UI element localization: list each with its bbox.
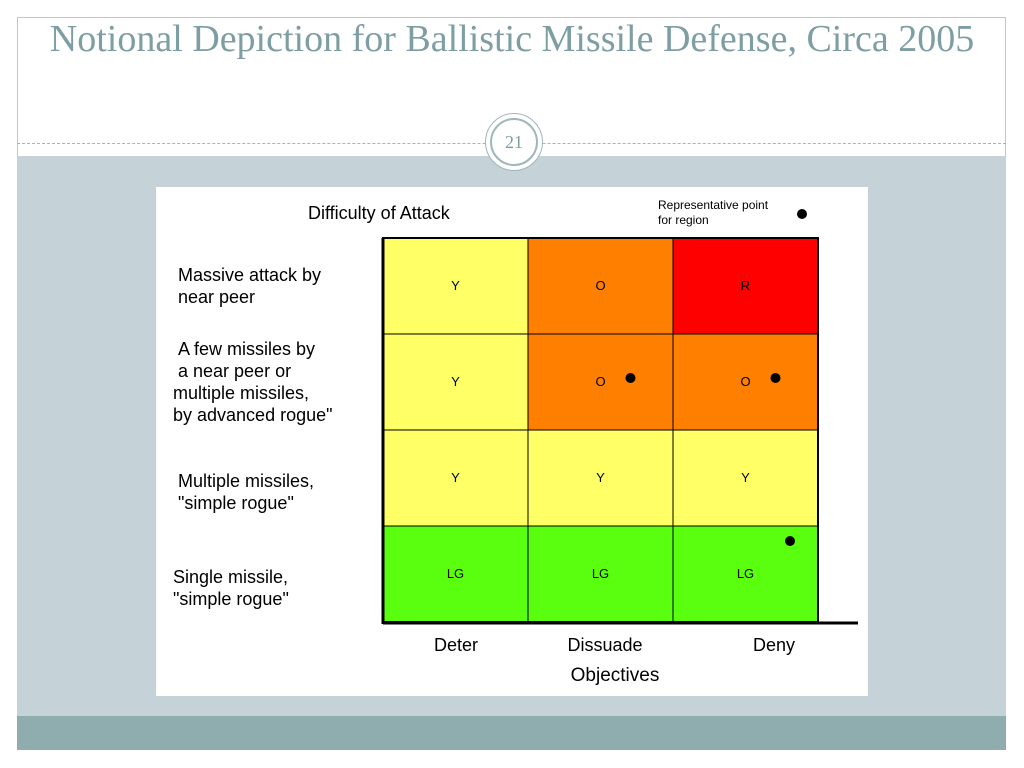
row-label-line: "simple rogue": [178, 493, 294, 513]
row-label-line: A few missiles by: [178, 339, 315, 359]
row-label-line: "simple rogue": [173, 589, 289, 609]
cell-label: Y: [596, 470, 605, 485]
row-label-line: near peer: [178, 287, 255, 307]
representative-point: [770, 373, 781, 383]
matrix-cell: [527, 429, 674, 527]
representative-point: [625, 373, 636, 383]
row-label-line: Multiple missiles,: [178, 471, 314, 491]
matrix-cell: [382, 525, 529, 623]
cell-label: O: [595, 278, 605, 293]
slide-title: Notional Depiction for Ballistic Missile…: [49, 18, 975, 60]
matrix-border: [382, 237, 819, 623]
matrix-cell: [672, 333, 819, 431]
matrix-cell: [672, 429, 819, 527]
matrix-cell: [382, 333, 529, 431]
legend-point-marker: [797, 209, 807, 219]
column-label: Deter: [434, 635, 478, 655]
row-label-line: Massive attack by: [178, 265, 321, 285]
legend-text-line2: for region: [658, 213, 709, 227]
cell-label: LG: [592, 566, 609, 581]
cell-label: Y: [451, 278, 460, 293]
matrix-cell: [527, 525, 674, 623]
footer-band: [17, 716, 1006, 750]
matrix-cell: [527, 333, 674, 431]
x-axis-title: Objectives: [571, 665, 660, 686]
row-label-line: a near peer or: [178, 361, 291, 381]
legend-text-line1: Representative point: [658, 198, 769, 212]
cell-label: O: [740, 374, 750, 389]
bmd-figure: Difficulty of Attack Representative poin…: [156, 187, 868, 696]
matrix-cell: [672, 237, 819, 335]
page-number-badge: 21: [485, 113, 543, 171]
column-label: Dissuade: [567, 635, 642, 655]
column-label: Deny: [753, 635, 795, 655]
representative-point: [785, 536, 795, 546]
cell-label: Y: [741, 470, 750, 485]
row-label-line: by advanced rogue": [173, 405, 333, 425]
cell-label: LG: [447, 566, 464, 581]
y-axis-title: Difficulty of Attack: [308, 203, 451, 223]
cell-label: Y: [451, 470, 460, 485]
cell-label: LG: [737, 566, 754, 581]
cell-label: Y: [451, 374, 460, 389]
row-label-line: Single missile,: [173, 567, 288, 587]
matrix-cell: [527, 237, 674, 335]
cell-label: R: [741, 278, 750, 293]
row-label-line: multiple missiles,: [173, 383, 309, 403]
cell-label: O: [595, 374, 605, 389]
bmd-matrix-diagram: Difficulty of Attack Representative poin…: [173, 198, 858, 686]
page-number: 21: [490, 118, 538, 166]
